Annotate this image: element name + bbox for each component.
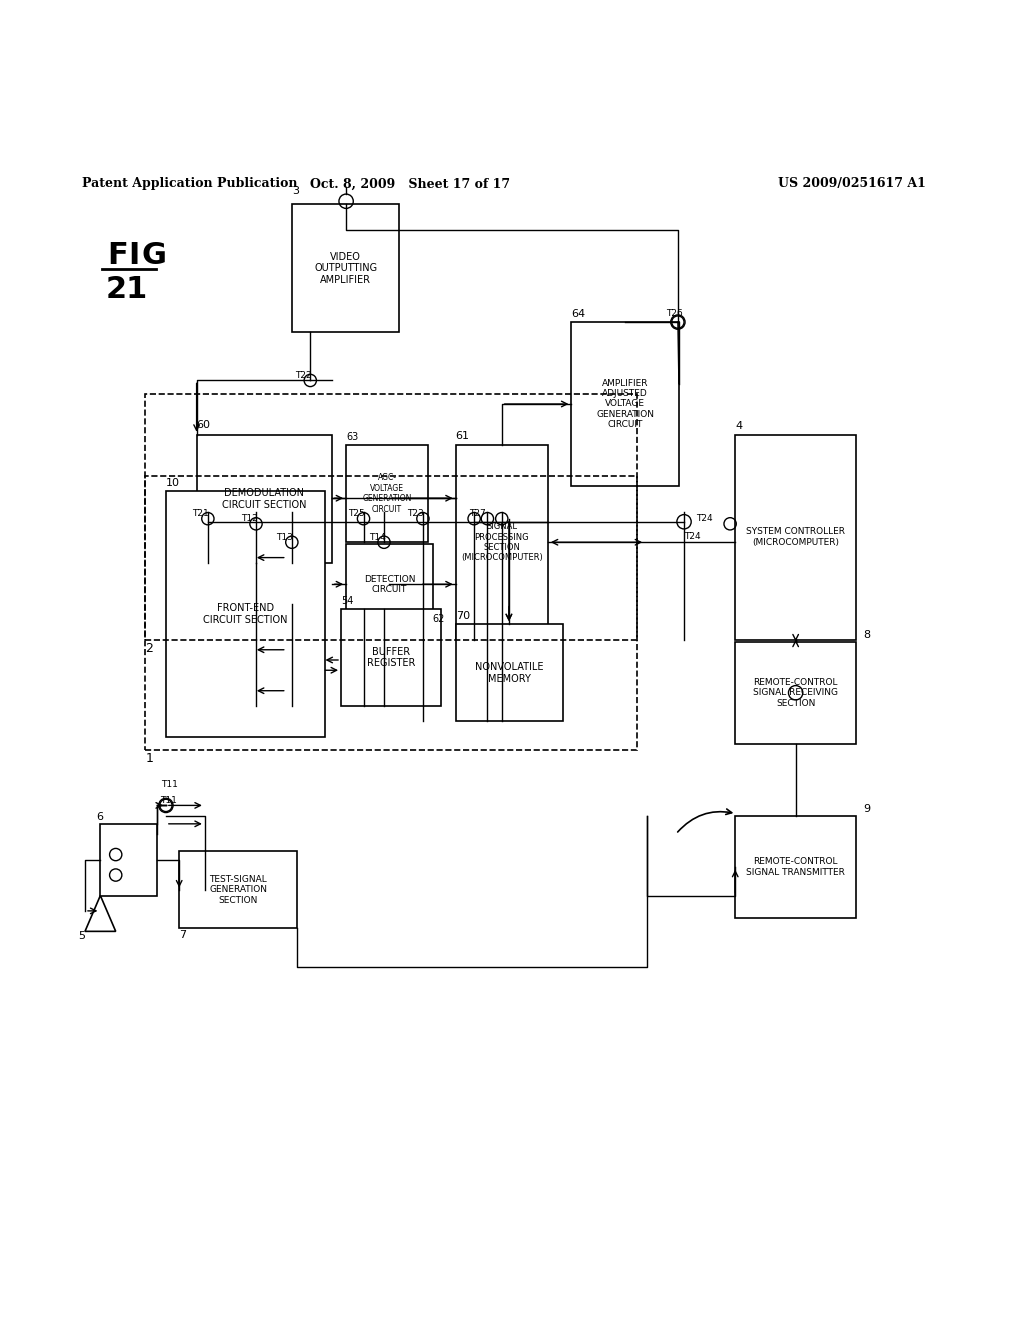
Text: NONVOLATILE
MEMORY: NONVOLATILE MEMORY xyxy=(475,663,544,684)
Text: T11: T11 xyxy=(160,796,176,805)
Text: 4: 4 xyxy=(735,421,742,430)
Text: DEMODULATION
CIRCUIT SECTION: DEMODULATION CIRCUIT SECTION xyxy=(222,488,306,510)
FancyBboxPatch shape xyxy=(456,445,548,639)
Text: 64: 64 xyxy=(571,309,586,319)
Polygon shape xyxy=(85,895,116,932)
Text: VIDEO
OUTPUTTING
AMPLIFIER: VIDEO OUTPUTTING AMPLIFIER xyxy=(314,252,377,285)
Text: T26: T26 xyxy=(666,309,682,318)
Text: T14: T14 xyxy=(369,532,385,541)
Text: REMOTE-CONTROL
SIGNAL TRANSMITTER: REMOTE-CONTROL SIGNAL TRANSMITTER xyxy=(746,857,845,876)
Text: 5: 5 xyxy=(78,932,85,941)
Text: 8: 8 xyxy=(863,630,870,639)
Text: Patent Application Publication: Patent Application Publication xyxy=(82,177,297,190)
FancyBboxPatch shape xyxy=(571,322,679,486)
Text: T24: T24 xyxy=(684,532,700,541)
Text: F: F xyxy=(108,242,128,271)
FancyBboxPatch shape xyxy=(100,824,157,895)
Text: 1: 1 xyxy=(126,275,147,304)
Text: REMOTE-CONTROL
SIGNAL RECEIVING
SECTION: REMOTE-CONTROL SIGNAL RECEIVING SECTION xyxy=(753,678,839,708)
Text: BUFFER
REGISTER: BUFFER REGISTER xyxy=(367,647,416,668)
FancyBboxPatch shape xyxy=(735,642,856,744)
Text: AGC-
VOLTAGE
GENERATION
CIRCUIT: AGC- VOLTAGE GENERATION CIRCUIT xyxy=(362,474,412,513)
FancyBboxPatch shape xyxy=(346,544,433,624)
Text: US 2009/0251617 A1: US 2009/0251617 A1 xyxy=(778,177,926,190)
Text: T25: T25 xyxy=(348,510,365,517)
FancyBboxPatch shape xyxy=(179,851,297,928)
Text: 2: 2 xyxy=(145,642,154,655)
Text: 9: 9 xyxy=(863,804,870,813)
Text: 70: 70 xyxy=(456,611,470,622)
Text: 54: 54 xyxy=(341,595,353,606)
FancyBboxPatch shape xyxy=(735,434,856,639)
Text: I: I xyxy=(128,242,139,271)
Text: 62: 62 xyxy=(432,614,444,624)
Text: T21: T21 xyxy=(193,510,209,517)
Text: 60: 60 xyxy=(197,420,211,429)
FancyBboxPatch shape xyxy=(197,434,332,562)
Text: 61: 61 xyxy=(456,430,470,441)
Text: 6: 6 xyxy=(96,812,103,822)
Text: 10: 10 xyxy=(166,478,180,488)
Text: Oct. 8, 2009   Sheet 17 of 17: Oct. 8, 2009 Sheet 17 of 17 xyxy=(309,177,510,190)
Text: 7: 7 xyxy=(179,931,186,940)
Text: 2: 2 xyxy=(105,275,127,304)
Text: 1: 1 xyxy=(145,752,154,766)
FancyBboxPatch shape xyxy=(346,445,428,543)
FancyBboxPatch shape xyxy=(292,205,399,333)
Text: AMPLIFIER
ADJUSTED
VOLTAGE
GENERATION
CIRCUIT: AMPLIFIER ADJUSTED VOLTAGE GENERATION CI… xyxy=(596,379,654,429)
Text: SYSTEM CONTROLLER
(MICROCOMPUTER): SYSTEM CONTROLLER (MICROCOMPUTER) xyxy=(746,528,845,546)
Text: T12: T12 xyxy=(241,515,257,523)
FancyBboxPatch shape xyxy=(341,609,441,706)
Text: 3: 3 xyxy=(292,186,299,197)
Text: T22: T22 xyxy=(295,371,311,380)
FancyBboxPatch shape xyxy=(166,491,325,737)
FancyBboxPatch shape xyxy=(456,624,563,722)
Text: TEST-SIGNAL
GENERATION
SECTION: TEST-SIGNAL GENERATION SECTION xyxy=(209,875,267,904)
Text: FRONT-END
CIRCUIT SECTION: FRONT-END CIRCUIT SECTION xyxy=(203,603,288,624)
Text: T27: T27 xyxy=(469,510,485,517)
Text: T23: T23 xyxy=(408,510,424,517)
Text: T24: T24 xyxy=(696,515,713,523)
Text: T11: T11 xyxy=(161,780,177,789)
Text: T13: T13 xyxy=(276,532,293,541)
Text: G: G xyxy=(141,242,166,271)
FancyBboxPatch shape xyxy=(735,816,856,917)
Text: DETECTION
CIRCUIT: DETECTION CIRCUIT xyxy=(364,574,416,594)
Text: 63: 63 xyxy=(346,432,358,442)
Text: SIGNAL
PROCESSING
SECTION
(MICROCOMPUTER): SIGNAL PROCESSING SECTION (MICROCOMPUTER… xyxy=(461,523,543,562)
